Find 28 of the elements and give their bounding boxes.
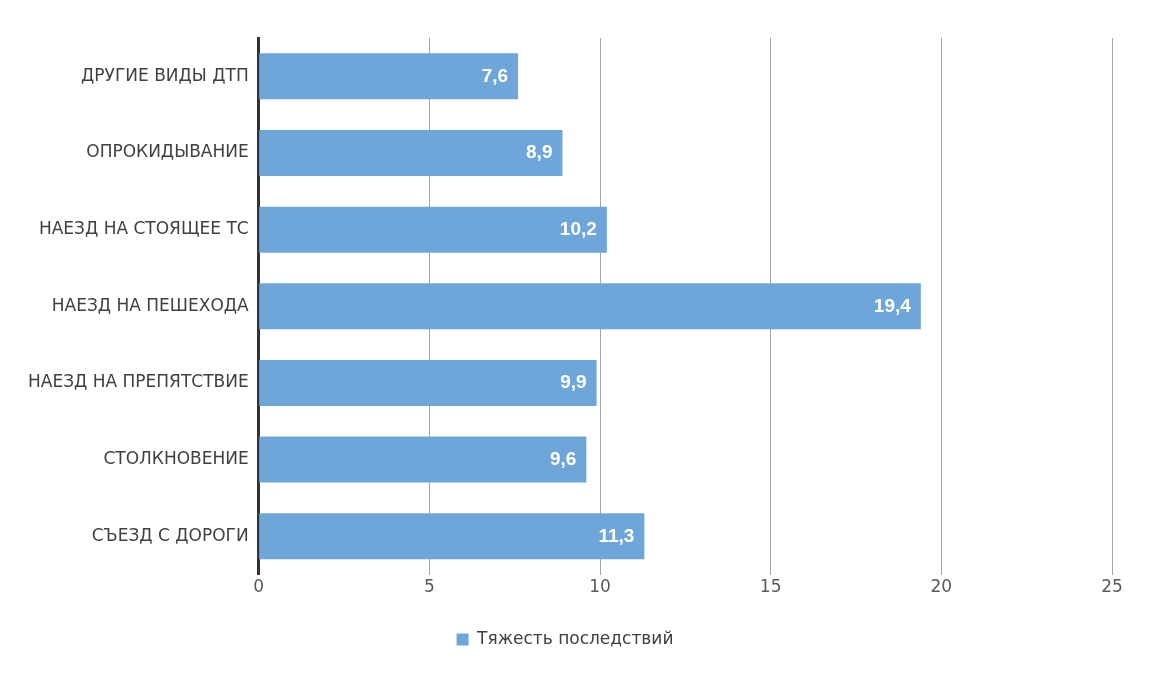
data-label: 7,6 <box>481 64 509 86</box>
bar <box>259 513 645 560</box>
x-tick-label: 20 <box>930 576 953 597</box>
y-tick-label: СЪЕЗД С ДОРОГИ <box>91 524 249 545</box>
x-tick-label: 10 <box>589 576 611 597</box>
y-tick-label: НАЕЗД НА СТОЯЩЕЕ ТС <box>38 218 249 239</box>
y-tick-label: ОПРОКИДЫВАНИЕ <box>86 141 249 162</box>
y-tick-label: НАЕЗД НА ПРЕПЯТСТВИЕ <box>28 371 249 392</box>
x-tick-label: 0 <box>253 576 265 597</box>
data-label: 19,4 <box>873 294 912 316</box>
bar <box>259 283 921 330</box>
legend-label: Тяжесть последствий <box>476 627 674 648</box>
data-label: 8,9 <box>526 141 553 163</box>
data-label: 9,9 <box>560 371 587 393</box>
x-tick-label: 15 <box>759 576 782 597</box>
y-tick-label: НАЕЗД НА ПЕШЕХОДА <box>51 294 250 315</box>
y-tick-label: СТОЛКНОВЕНИЕ <box>103 448 249 469</box>
bar <box>259 359 597 406</box>
data-label: 11,3 <box>598 524 635 546</box>
x-tick-label: 5 <box>423 576 435 597</box>
y-tick-label: ДРУГИЕ ВИДЫ ДТП <box>81 64 249 85</box>
bar <box>259 206 607 253</box>
bar <box>259 436 587 483</box>
bar <box>259 129 563 176</box>
data-label: 9,6 <box>549 447 577 469</box>
data-label: 10,2 <box>559 217 597 239</box>
bar <box>259 53 519 100</box>
x-tick-label: 25 <box>1101 576 1123 597</box>
